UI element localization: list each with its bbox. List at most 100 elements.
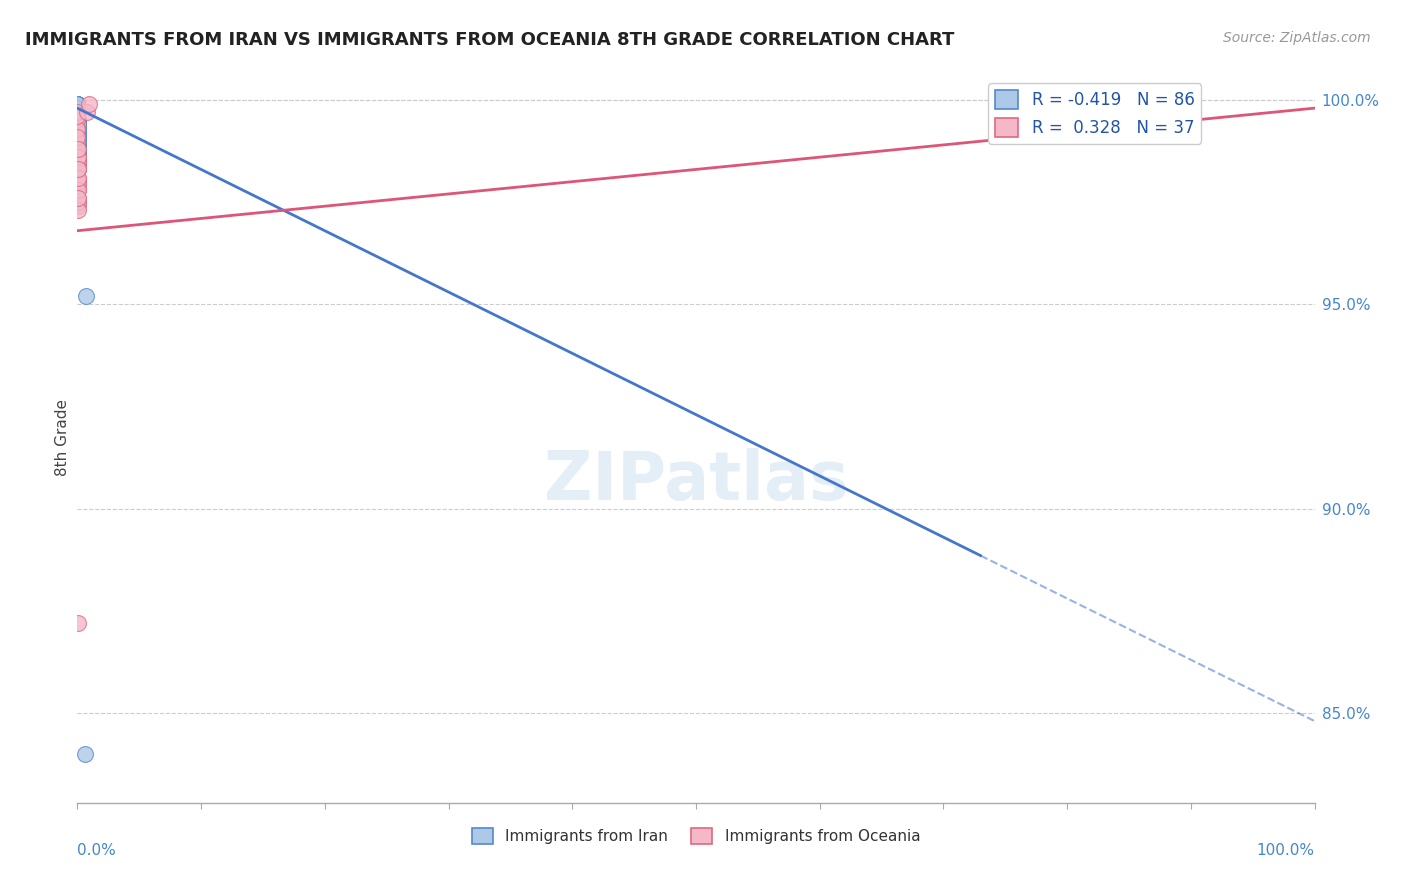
Point [66, 101, 89, 115]
Point [66, 121, 89, 136]
Point [66, 183, 89, 197]
Legend: Immigrants from Iran, Immigrants from Oceania: Immigrants from Iran, Immigrants from Oc… [465, 822, 927, 850]
Point [66, 146, 89, 161]
Point [66, 97, 89, 112]
Point [66, 137, 89, 152]
Text: 0.0%: 0.0% [77, 843, 117, 858]
Point [66, 105, 89, 120]
Point [66, 142, 89, 156]
Point [66, 109, 89, 123]
Point [66, 97, 89, 112]
Point [66, 129, 89, 144]
Point [66, 129, 89, 144]
Point [66, 129, 89, 144]
Point [66, 105, 89, 120]
Point [66, 129, 89, 144]
Point [66, 121, 89, 136]
Point [66, 97, 89, 112]
Point [66, 134, 89, 148]
Point [66, 121, 89, 136]
Point [66, 191, 89, 205]
Point [66, 195, 89, 210]
Point [66, 118, 89, 132]
Point [66, 134, 89, 148]
Point [66, 146, 89, 161]
Point [66, 121, 89, 136]
Point [66, 97, 89, 112]
Point [66, 158, 89, 172]
Point [66, 105, 89, 120]
Point [66, 158, 89, 172]
Point [66, 134, 89, 148]
Point [66, 134, 89, 148]
Point [66, 150, 89, 164]
Point [66, 615, 89, 630]
Point [66, 142, 89, 156]
Point [66, 183, 89, 197]
Point [66, 203, 89, 218]
Point [66, 126, 89, 140]
Point [66, 150, 89, 164]
Point [66, 158, 89, 172]
Point [66, 154, 89, 169]
Point [66, 154, 89, 169]
Point [66, 150, 89, 164]
Point [66, 137, 89, 152]
Point [66, 154, 89, 169]
Y-axis label: 8th Grade: 8th Grade [55, 399, 70, 475]
Point [66, 199, 89, 213]
Point [66, 137, 89, 152]
Point [66, 105, 89, 120]
Point [66, 101, 89, 115]
Point [66, 150, 89, 164]
Point [66, 191, 89, 205]
Point [66, 121, 89, 136]
Point [66, 109, 89, 123]
Point [66, 118, 89, 132]
Point [66, 146, 89, 161]
Point [66, 101, 89, 115]
Point [66, 113, 89, 128]
Point [66, 175, 89, 189]
Point [66, 97, 89, 112]
Point [66, 118, 89, 132]
Point [66, 134, 89, 148]
Point [66, 97, 89, 112]
Point [66, 142, 89, 156]
Point [66, 113, 89, 128]
Point [66, 109, 89, 123]
Point [66, 105, 89, 120]
Point [66, 129, 89, 144]
Point [66, 146, 89, 161]
Point [66, 175, 89, 189]
Point [76, 105, 98, 120]
Point [66, 129, 89, 144]
Point [66, 162, 89, 177]
Point [66, 109, 89, 123]
Point [66, 126, 89, 140]
Point [66, 109, 89, 123]
Point [66, 142, 89, 156]
Point [66, 97, 89, 112]
Point [66, 126, 89, 140]
Point [66, 137, 89, 152]
Point [66, 113, 89, 128]
Point [66, 142, 89, 156]
Point [66, 109, 89, 123]
Point [66, 154, 89, 169]
Point [66, 126, 89, 140]
Point [66, 101, 89, 115]
Point [66, 170, 89, 185]
Point [66, 170, 89, 185]
Point [66, 137, 89, 152]
Point [66, 109, 89, 123]
Point [66, 118, 89, 132]
Point [66, 178, 89, 193]
Point [66, 121, 89, 136]
Point [77, 97, 100, 112]
Point [66, 101, 89, 115]
Text: IMMIGRANTS FROM IRAN VS IMMIGRANTS FROM OCEANIA 8TH GRADE CORRELATION CHART: IMMIGRANTS FROM IRAN VS IMMIGRANTS FROM … [25, 31, 955, 49]
Text: Source: ZipAtlas.com: Source: ZipAtlas.com [1223, 31, 1371, 45]
Point [66, 129, 89, 144]
Point [66, 137, 89, 152]
